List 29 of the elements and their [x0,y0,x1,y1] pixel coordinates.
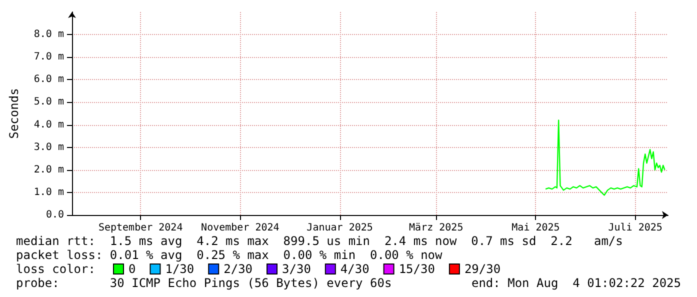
x-tick-label: Januar 2025 [306,222,373,234]
legend-label: 15/30 [398,262,435,276]
y-tick-label: 8.0 m [34,29,64,40]
y-tick-label: 3.0 m [34,142,64,153]
y-tick-label: 1.0 m [34,186,64,198]
y-tick-label: 0.0 [46,210,64,220]
text: probe: 30 ICMP Echo Pings (56 Bytes) every 60s [16,276,392,290]
y-tick-label: 4.0 m [34,119,64,130]
line-series [544,120,666,196]
legend-label: 0 [128,262,136,276]
y-axis-title: Seconds [7,88,21,139]
y-tick-label: 2.0 m [34,164,64,176]
legend-label: 2/30 [224,262,253,276]
legend-label: 29/30 [464,262,501,276]
y-tick-label: 6.0 m [34,74,64,86]
x-tick-label: November 2024 [201,222,280,234]
text: packet loss: 0.01 % avg 0.25 % max 0.00 % min 0.00 % now [16,248,444,262]
legend-title: loss color: [16,262,96,276]
legend-label: 3/30 [282,262,311,276]
x-tick-label: Mai 2025 [512,222,560,234]
x-tick-label: März 2025 [409,222,464,234]
y-tick-label: 7.0 m [34,52,64,63]
legend-label: 1/30 [165,262,194,276]
text: end: Mon Aug 4 01:02:22 2025 [471,276,681,290]
text: median rtt: 1.5 ms avg 4.2 ms max 899.5 us min 2.4 ms now 0.7 ms sd 2.2 am/s [16,234,623,248]
x-tick-label: September 2024 [98,222,183,234]
x-tick-label: Juli 2025 [608,222,662,234]
legend-label: 4/30 [340,262,370,276]
y-tick-label: 5.0 m [34,96,64,108]
